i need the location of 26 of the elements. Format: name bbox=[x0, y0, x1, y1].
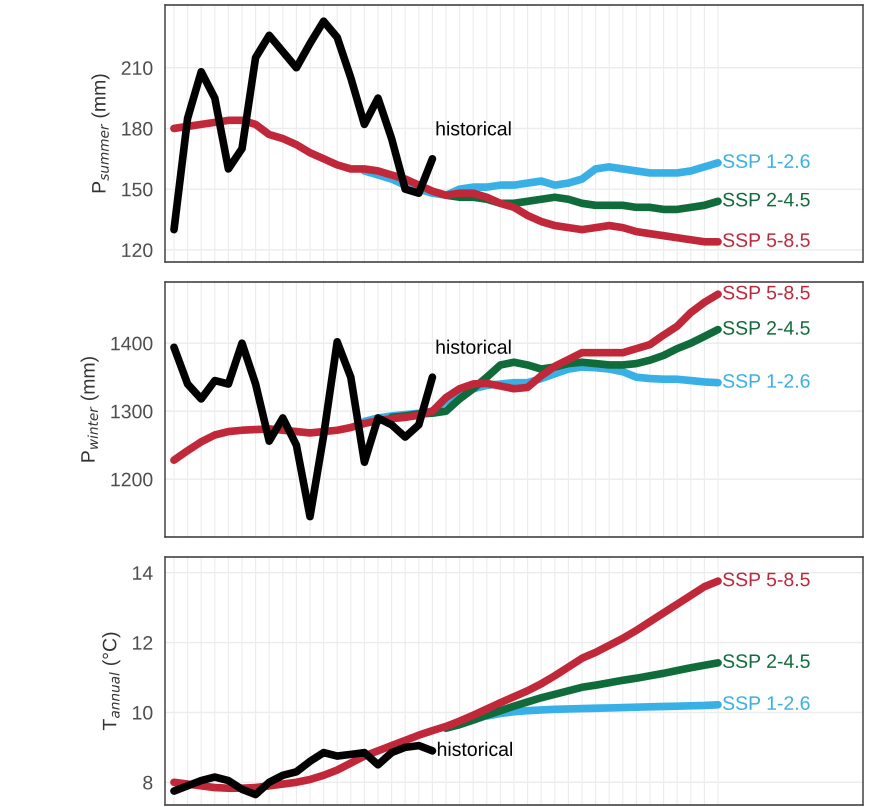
series-label: historical bbox=[436, 121, 511, 136]
y-axis-title: P$_{winter}$ (mm) bbox=[80, 357, 99, 462]
y-tick-label: 1300 bbox=[111, 404, 152, 418]
series-label: SSP 5-8.5 bbox=[723, 572, 810, 586]
y-tick-label: 12 bbox=[133, 636, 152, 650]
y-tick-label: 180 bbox=[122, 122, 152, 136]
y-tick-label: 150 bbox=[122, 182, 152, 196]
y-tick-label: 1400 bbox=[111, 336, 152, 350]
series-label: SSP 2-4.5 bbox=[723, 321, 810, 335]
series-label: SSP 5-8.5 bbox=[723, 286, 810, 300]
series-label: SSP 2-4.5 bbox=[723, 192, 810, 207]
series-label: SSP 1-2.6 bbox=[723, 154, 810, 168]
series-label: historical bbox=[436, 340, 511, 354]
y-tick-label: 1200 bbox=[111, 472, 152, 486]
y-tick-label: 14 bbox=[133, 566, 153, 580]
series-label: SSP 1-2.6 bbox=[723, 696, 810, 710]
y-tick-label: 120 bbox=[122, 243, 152, 258]
y-axis-title: P$_{summer}$ (mm) bbox=[91, 74, 110, 192]
series-label: SSP 5-8.5 bbox=[723, 233, 810, 247]
y-tick-label: 210 bbox=[122, 61, 152, 75]
y-tick-label: 10 bbox=[133, 706, 152, 720]
series-label: SSP 2-4.5 bbox=[723, 654, 810, 668]
y-axis-title: T$_{annual}$ (°C) bbox=[102, 632, 120, 730]
series-label: historical bbox=[438, 742, 512, 756]
y-tick-label: 8 bbox=[143, 776, 152, 790]
series-label: SSP 1-2.6 bbox=[723, 374, 810, 388]
